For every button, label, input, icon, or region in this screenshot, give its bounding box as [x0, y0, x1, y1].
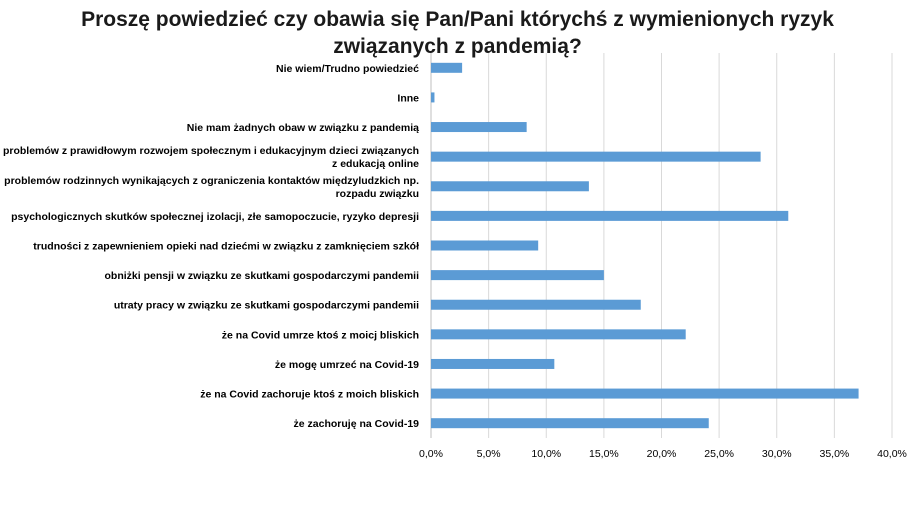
bar	[431, 122, 527, 133]
chart-title-line-2: związanych z pandemią?	[333, 35, 582, 58]
category-label: obniżki pensji w związku ze skutkami gos…	[105, 270, 420, 282]
category-label: psychologicznych skutków społecznej izol…	[11, 211, 419, 223]
bar	[431, 210, 789, 221]
x-tick-label: 0,0%	[419, 448, 443, 460]
category-labels: Nie wiem/Trudno powiedzieć Inne Nie mam ża…	[3, 63, 419, 430]
x-tick-label: 5,0%	[477, 448, 501, 460]
chart-title: Proszę powiedzieć czy obawia się Pan/Pan…	[0, 6, 915, 60]
category-label: rozpadu związku	[336, 188, 419, 200]
category-label: Inne	[397, 92, 419, 104]
bars	[431, 62, 859, 429]
category-label: Nie mam żadnych obaw w związku z pandemi…	[187, 122, 419, 134]
bar	[431, 270, 604, 281]
bar	[431, 62, 463, 73]
bar	[431, 151, 761, 162]
category-label: że na Covid umrze ktoś z moicj bliskich	[222, 329, 419, 341]
x-tick-label: 35,0%	[819, 448, 849, 460]
category-label: że zachoruję na Covid-19	[294, 418, 420, 430]
chart-title-line-1: Proszę powiedzieć czy obawia się Pan/Pan…	[81, 8, 834, 31]
category-label: problemów z prawidłowym rozwojem społecz…	[3, 145, 419, 157]
category-label: trudności z zapewnieniem opieki nad dzie…	[33, 241, 419, 253]
x-tick-label: 40,0%	[877, 448, 907, 460]
category-label: że mogę umrzeć na Covid-19	[275, 359, 419, 371]
x-tick-label: 25,0%	[704, 448, 734, 460]
bar	[431, 92, 435, 103]
category-label: utraty pracy w związku ze skutkami gospo…	[114, 300, 419, 312]
bar	[431, 418, 709, 429]
category-label: problemów rodzinnych wynikających z ogra…	[4, 175, 419, 187]
x-tick-label: 10,0%	[531, 448, 561, 460]
bar	[431, 388, 859, 399]
category-label: z edukacją online	[332, 158, 419, 170]
x-tick-label: 30,0%	[762, 448, 792, 460]
bar	[431, 358, 555, 369]
bar	[431, 240, 539, 251]
category-label: że na Covid zachoruje ktoś z moich blisk…	[200, 389, 419, 401]
bar	[431, 299, 641, 310]
bar	[431, 329, 686, 340]
category-label: Nie wiem/Trudno powiedzieć	[276, 63, 419, 75]
x-tick-label: 15,0%	[589, 448, 619, 460]
x-axis-ticks: 0,0% 5,0% 10,0% 15,0% 20,0% 25,0% 30,0% 35,0% 40…	[419, 448, 907, 460]
x-tick-label: 20,0%	[647, 448, 677, 460]
bar	[431, 181, 589, 192]
